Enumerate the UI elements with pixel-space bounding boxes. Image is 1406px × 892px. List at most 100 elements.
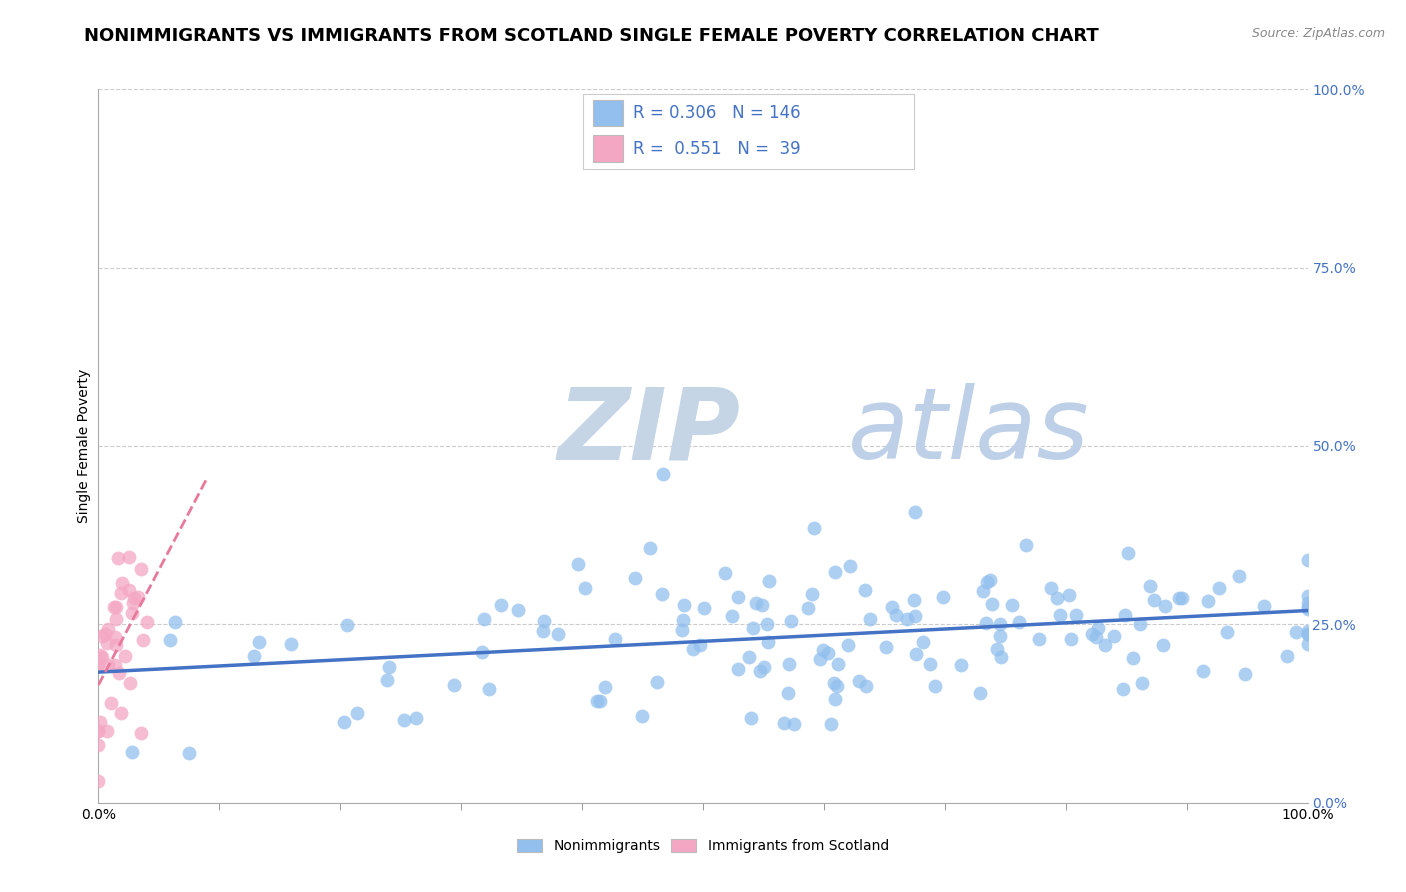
Point [120,675,142,690]
Point [988,617,1011,632]
Point [508,603,530,617]
Point [886,607,908,622]
Point [135,615,157,630]
Point [1028,632,1050,646]
Point [1049,607,1071,622]
Text: atlas: atlas [848,384,1090,480]
Point [104,600,127,615]
Point [1208,582,1230,596]
Point [797,600,820,615]
Point [972,583,994,598]
Point [603,632,626,646]
Point [129,725,152,739]
Point [97,622,120,636]
Point [837,639,859,653]
Point [87,774,110,789]
Point [689,639,711,653]
Point [110,586,132,600]
Point [756,616,779,631]
Point [1087,621,1109,635]
Point [107,551,129,566]
Point [624,571,647,585]
Point [131,562,153,576]
Point [1296,590,1319,604]
Point [91,629,114,643]
Point [104,611,127,625]
Point [855,679,877,693]
Point [1112,681,1135,696]
Point [1296,601,1319,615]
Point [1046,591,1069,605]
Point [808,651,831,665]
Point [87,724,110,739]
Point [976,574,998,589]
Point [848,674,870,689]
Point [1129,616,1152,631]
Point [1153,599,1175,613]
Point [132,632,155,647]
Point [94,626,117,640]
Point [567,558,589,572]
Text: ZIP: ZIP [558,384,741,480]
Point [1296,552,1319,566]
Point [979,573,1001,587]
Point [118,583,141,598]
Point [651,587,673,601]
Point [243,648,266,663]
Point [974,615,997,630]
Point [727,662,749,676]
Point [589,694,612,708]
Point [491,598,513,612]
Point [693,600,716,615]
Point [89,648,111,662]
Point [159,632,181,647]
Point [104,638,127,652]
Point [1130,676,1153,690]
Point [783,717,806,731]
Point [1197,594,1219,608]
Point [988,629,1011,643]
Point [280,637,302,651]
Point [640,541,662,555]
Point [1296,626,1319,640]
Point [405,711,427,725]
Point [824,691,846,706]
Point [547,627,569,641]
Point [817,646,839,660]
Point [904,609,927,624]
Text: Source: ZipAtlas.com: Source: ZipAtlas.com [1251,27,1385,40]
Point [332,715,354,730]
Point [859,612,882,626]
Point [336,618,359,632]
Point [1060,632,1083,646]
Point [121,606,143,620]
Point [593,680,616,694]
Point [90,649,112,664]
Point [163,615,186,629]
Text: R =  0.551   N =  39: R = 0.551 N = 39 [633,140,800,158]
Point [875,640,897,654]
Point [778,686,800,700]
Point [1139,579,1161,593]
Point [1000,598,1022,612]
Point [745,596,768,610]
Point [778,657,800,672]
Point [1171,591,1194,605]
Point [111,576,134,591]
Point [1007,615,1029,629]
Point [905,647,928,661]
Point [378,660,401,674]
Point [247,635,270,649]
Point [87,657,110,671]
Point [820,716,842,731]
Point [1216,624,1239,639]
Point [839,558,862,573]
Point [918,657,941,672]
Point [772,715,794,730]
Point [1168,591,1191,606]
Point [586,694,609,708]
Point [737,649,759,664]
Point [1275,648,1298,663]
Point [110,706,132,720]
Point [114,649,136,664]
